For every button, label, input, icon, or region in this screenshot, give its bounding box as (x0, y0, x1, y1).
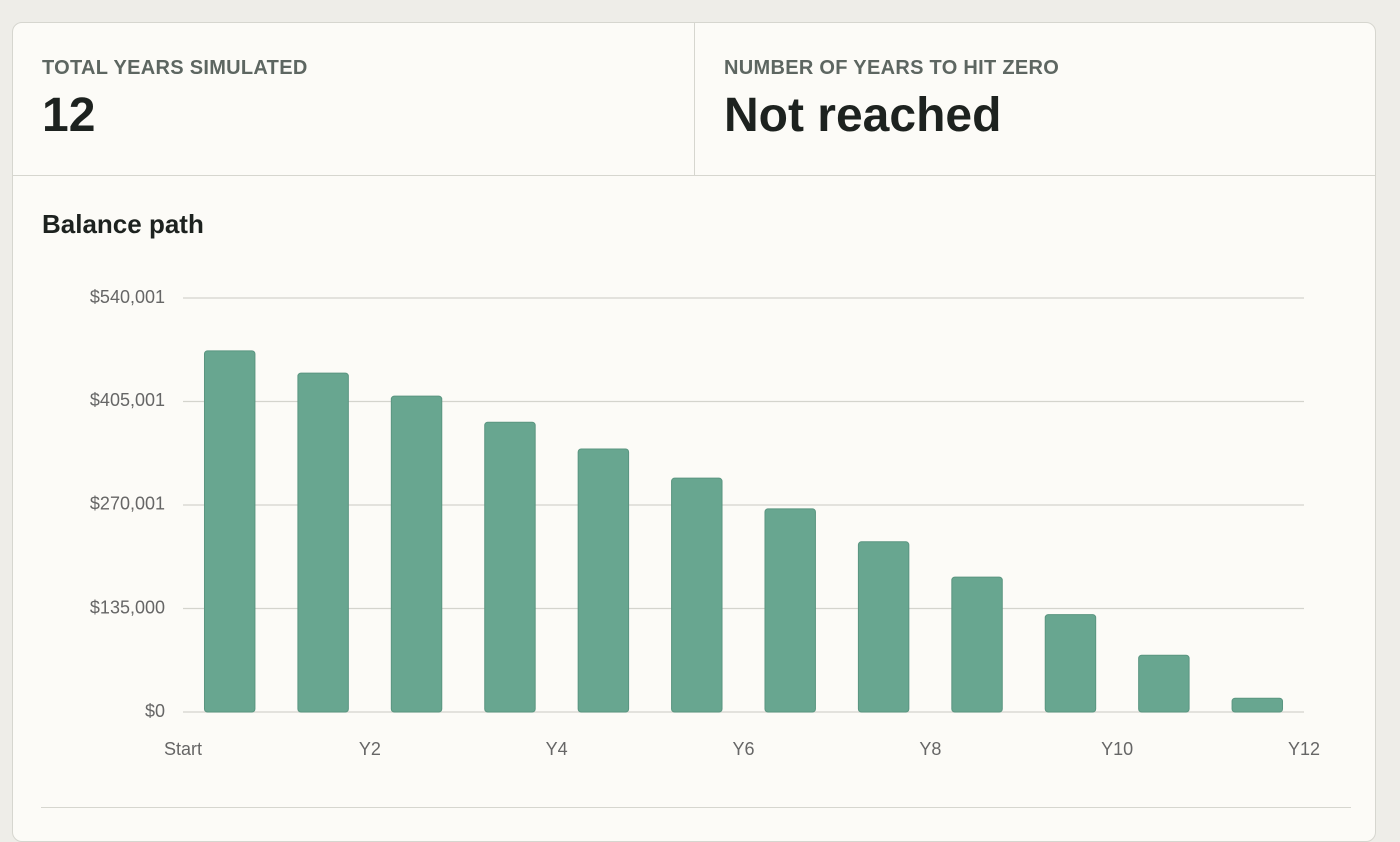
x-tick-label: Start (164, 739, 202, 759)
stat-value: 12 (42, 89, 96, 142)
bar (857, 541, 910, 713)
y-tick-label: $540,001 (90, 287, 165, 307)
bar (203, 350, 256, 713)
bar (764, 508, 816, 713)
card: TOTAL YEARS SIMULATED 12 NUMBER OF YEARS… (12, 22, 1376, 842)
bar (390, 395, 443, 713)
x-tick-label: Y12 (1288, 739, 1320, 759)
divider (41, 807, 1351, 808)
x-tick-label: Y2 (359, 739, 381, 759)
stat: NUMBER OF YEARS TO HIT ZERO Not reached (694, 23, 1375, 175)
y-tick-label: $405,001 (90, 390, 165, 410)
bar (1138, 654, 1190, 713)
chart-title: Balance path (42, 209, 204, 239)
x-tick-label: Y6 (732, 739, 754, 759)
stat: TOTAL YEARS SIMULATED 12 (13, 23, 694, 175)
bar (1044, 614, 1097, 713)
bar (951, 576, 1003, 713)
stat-value: Not reached (724, 89, 1002, 142)
stats-row: TOTAL YEARS SIMULATED 12 NUMBER OF YEARS… (13, 23, 1375, 176)
stat-label: NUMBER OF YEARS TO HIT ZERO (724, 57, 1060, 79)
x-tick-label: Y10 (1101, 739, 1133, 759)
bar (577, 448, 630, 713)
chart: $0 $135,000 $270,001 $405,001 $540,001 Start Y… (90, 287, 1320, 759)
bar (484, 421, 536, 713)
bar (297, 372, 349, 713)
page: TOTAL YEARS SIMULATED 12 NUMBER OF YEARS… (12, 22, 1376, 842)
y-tick-label: $270,001 (90, 494, 165, 514)
stat-label: TOTAL YEARS SIMULATED (42, 57, 308, 79)
x-tick-label: Y4 (546, 739, 568, 759)
y-tick-label: $0 (145, 701, 165, 721)
bar (671, 477, 723, 713)
y-tick-label: $135,000 (90, 597, 165, 617)
x-tick-label: Y8 (919, 739, 941, 759)
bar (1231, 697, 1284, 713)
